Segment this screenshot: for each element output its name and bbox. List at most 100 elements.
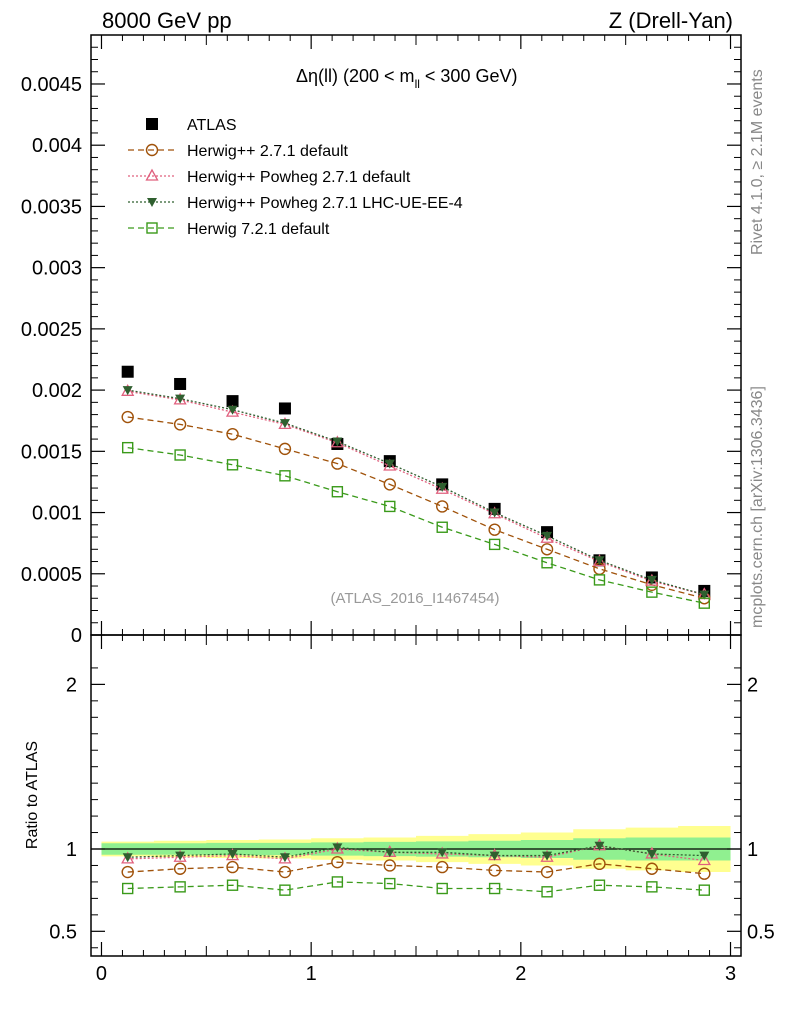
- ratio-point-herwig_271: [645, 862, 659, 875]
- ratio-point-herwig_721: [174, 881, 186, 893]
- ratio-point-herwig_271: [331, 855, 344, 869]
- legend-marker-powheg_lhc: [147, 198, 157, 207]
- main-point-powheg_271: [330, 435, 344, 448]
- main-point-herwig_271: [278, 442, 292, 456]
- ratio-y-tick-label: 1: [66, 839, 77, 861]
- x-tick-label: 1: [306, 963, 317, 985]
- main-point-powheg_lhc: [542, 531, 553, 541]
- main-point-herwig_721: [174, 449, 186, 461]
- main-point-herwig_721: [331, 486, 344, 498]
- main-point-powheg_271: [121, 383, 135, 396]
- main-point-herwig_271: [226, 427, 239, 441]
- legend-marker-herwig_721: [146, 222, 158, 234]
- main-point-herwig_721: [646, 586, 658, 598]
- ratio-plot-area: 0.5 0.5 1 1 2 2 0 1 2 3: [49, 635, 775, 985]
- main-point-herwig_271: [121, 410, 134, 424]
- ratio-line-herwig_721: [127, 881, 705, 893]
- main-line-powheg_271: [127, 390, 705, 596]
- ratio-point-herwig_721: [121, 882, 134, 895]
- main-point-powheg_lhc: [175, 394, 186, 404]
- ratio-point-herwig_721: [698, 884, 711, 896]
- main-point-powheg_lhc: [279, 419, 290, 429]
- ratio-point-powheg_lhc: [227, 849, 238, 859]
- main-point-atlas: [226, 395, 239, 408]
- main-point-herwig_271: [383, 478, 396, 491]
- main-y-tick-label: 0.0035: [21, 196, 82, 218]
- ratio-y-tick-label-right: 0.5: [747, 921, 775, 943]
- main-point-powheg_lhc: [384, 459, 395, 469]
- main-point-atlas: [278, 402, 291, 415]
- ratio-point-powheg_lhc: [489, 851, 500, 861]
- ratio-plot-frame: [90, 634, 742, 957]
- ratio-point-powheg_lhc: [384, 848, 395, 858]
- ratio-point-powheg_lhc: [437, 848, 448, 858]
- main-point-herwig_271: [173, 418, 187, 431]
- ratio-point-herwig_721: [541, 886, 553, 898]
- ratio-point-powheg_lhc: [542, 851, 553, 861]
- main-y-tick-label: 0.0015: [21, 441, 82, 463]
- ratio-point-powheg_lhc: [594, 841, 605, 851]
- main-point-herwig_721: [384, 500, 396, 513]
- legend-marker-powheg_271: [145, 168, 159, 181]
- ratio-point-herwig_721: [226, 879, 239, 891]
- main-point-herwig_271: [436, 500, 449, 513]
- main-point-herwig_271: [331, 457, 344, 470]
- main-point-herwig_721: [121, 441, 134, 454]
- ratio-point-powheg_lhc: [646, 849, 657, 859]
- main-point-powheg_271: [225, 404, 240, 417]
- main-point-powheg_271: [488, 506, 502, 519]
- main-point-atlas: [121, 365, 134, 378]
- legend-label-powheg_lhc: Herwig++ Powheg 2.7.1 LHC-UE-EE-4: [187, 195, 463, 212]
- main-y-tick-label: 0.001: [32, 503, 82, 525]
- analysis-id-label: (ATLAS_2016_I1467454): [330, 590, 499, 607]
- main-y-tick-label: 0.002: [32, 380, 82, 402]
- ratio-y-tick-label-right: 1: [747, 839, 758, 861]
- main-point-herwig_271: [488, 523, 501, 536]
- ratio-point-herwig_271: [436, 860, 449, 874]
- main-line-powheg_lhc: [127, 389, 705, 596]
- legend-label-powheg_271: Herwig++ Powheg 2.7.1 default: [187, 169, 411, 186]
- main-point-herwig_721: [226, 459, 239, 471]
- main-y-tick-label: 0: [71, 625, 82, 647]
- main-y-tick-label: 0.0025: [21, 319, 82, 341]
- main-y-tick-label: 0.0045: [21, 74, 82, 96]
- main-plot-area: 0 0.0005 0.001 0.0015 0.002 0.0025 0.003 0.0035…: [21, 35, 741, 647]
- main-point-powheg_lhc: [594, 556, 605, 566]
- main-y-tick-label: 0.004: [32, 135, 82, 157]
- ratio-point-herwig_271: [278, 865, 292, 879]
- ratio-y-tick-label: 0.5: [49, 921, 77, 943]
- main-point-powheg_271: [278, 417, 292, 430]
- legend-label-herwig_271: Herwig++ 2.7.1 default: [187, 143, 349, 160]
- plot-title: Δη(ll) (200 < mll < 300 GeV): [296, 66, 517, 91]
- ratio-point-powheg_271: [540, 849, 554, 862]
- ratio-point-herwig_721: [593, 879, 606, 891]
- legend-marker-atlas: [146, 118, 158, 130]
- main-point-herwig_721: [593, 574, 606, 586]
- ratio-point-powheg_lhc: [279, 853, 290, 863]
- rivet-version-label: Rivet 4.1.0, ≥ 2.1M events: [749, 69, 766, 255]
- main-y-tick-label: 0.0005: [21, 564, 82, 586]
- ratio-point-herwig_721: [488, 882, 501, 895]
- ratio-point-powheg_lhc: [699, 851, 710, 861]
- header-left-label: 8000 GeV pp: [102, 8, 232, 33]
- main-point-herwig_271: [540, 543, 554, 556]
- main-point-herwig_721: [541, 557, 553, 569]
- legend-label-herwig_721: Herwig 7.2.1 default: [187, 221, 330, 238]
- main-point-powheg_lhc: [332, 437, 343, 447]
- ratio-point-herwig_271: [121, 865, 134, 879]
- ratio-point-powheg_271: [225, 848, 240, 861]
- ratio-point-herwig_271: [173, 862, 187, 875]
- main-point-powheg_lhc: [646, 575, 657, 585]
- main-point-herwig_721: [279, 470, 291, 482]
- main-point-powheg_lhc: [227, 405, 238, 415]
- ratio-point-herwig_271: [383, 859, 396, 872]
- main-point-herwig_721: [488, 538, 501, 551]
- ratio-line-powheg_271: [127, 845, 705, 862]
- ratio-line-herwig_271: [127, 861, 705, 875]
- mcplots-label: mcplots.cern.ch [arXiv:1306.3436]: [749, 386, 766, 628]
- ratio-point-herwig_721: [436, 882, 448, 895]
- ratio-uncertainty-bands: [91, 825, 741, 873]
- main-line-herwig_271: [127, 416, 705, 599]
- ratio-point-herwig_271: [488, 864, 501, 877]
